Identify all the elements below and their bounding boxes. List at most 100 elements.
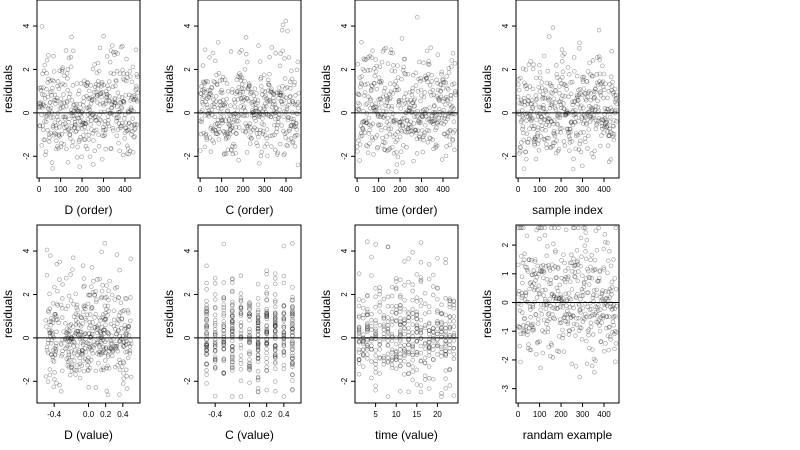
data-point [599,133,604,138]
data-point [36,104,42,110]
data-point [98,90,103,95]
data-point [87,320,93,325]
data-point [101,327,106,333]
data-point [385,329,391,334]
data-point [572,119,577,125]
x-tick-label: -0.4 [208,410,222,419]
data-point [450,51,456,56]
data-point [545,117,551,122]
data-point [442,80,447,85]
data-point [215,131,220,137]
data-point [67,372,73,378]
data-point [435,343,440,349]
data-point [518,225,523,231]
data-point [114,115,119,121]
data-point [556,349,562,354]
data-point [540,96,545,102]
data-point [63,330,69,336]
data-point [71,339,76,344]
data-point [269,86,274,92]
plot-frame [36,0,141,179]
data-point [356,107,362,112]
data-point [97,117,102,122]
data-point [423,76,429,81]
data-point [575,258,580,264]
data-point [389,303,395,309]
data-point [206,114,211,119]
data-point [267,71,272,77]
data-point [66,293,72,299]
data-point [202,47,208,52]
data-point [543,306,549,312]
data-point [239,82,245,87]
data-point [429,72,434,78]
data-point [376,75,382,80]
data-point [530,327,535,333]
data-point [233,150,239,156]
data-point [450,104,455,109]
data-point [520,66,526,72]
data-point [412,96,418,102]
data-point [373,109,379,114]
data-point [584,237,590,243]
data-point [212,344,218,349]
data-point [116,140,121,146]
data-point [128,338,133,343]
data-point [385,351,391,357]
data-point [422,90,428,95]
data-point [410,352,415,358]
data-point [69,34,74,40]
data-point [444,74,449,79]
data-point [135,74,140,79]
data-point [439,302,444,308]
data-point [555,148,561,154]
data-point [132,134,137,139]
data-point [542,232,548,238]
data-point [565,266,571,271]
data-point [550,305,555,310]
data-point [381,355,387,361]
data-point [590,115,596,121]
data-point [90,343,95,349]
data-point [99,352,104,357]
data-point [383,103,388,108]
data-point [540,350,546,356]
data-point [443,341,448,347]
data-point [75,307,80,313]
data-point [281,303,287,308]
data-point [373,101,379,106]
data-point [538,114,544,119]
data-point [405,71,411,77]
data-point [255,340,261,345]
data-point [551,118,557,123]
data-point [358,80,364,86]
data-point [255,100,260,106]
data-point [238,357,244,363]
data-point [365,356,370,361]
data-point [614,119,619,124]
data-point [65,160,71,165]
data-point [451,338,457,343]
data-point [58,96,64,101]
data-point [230,333,235,338]
data-point [264,314,269,320]
data-point [292,134,298,139]
data-point [63,121,68,126]
data-point [410,100,416,106]
data-point [58,101,63,106]
data-point [544,142,549,147]
data-point [365,239,370,244]
data-point [568,315,574,320]
data-point [524,86,529,92]
data-point [230,354,235,360]
x-tick-label: 300 [576,185,590,194]
data-point [70,336,75,342]
data-point [410,342,415,347]
data-point [255,343,261,348]
data-point [264,308,269,314]
data-point [230,320,235,325]
data-point [290,313,295,318]
data-point [130,116,135,121]
data-point [234,131,239,136]
